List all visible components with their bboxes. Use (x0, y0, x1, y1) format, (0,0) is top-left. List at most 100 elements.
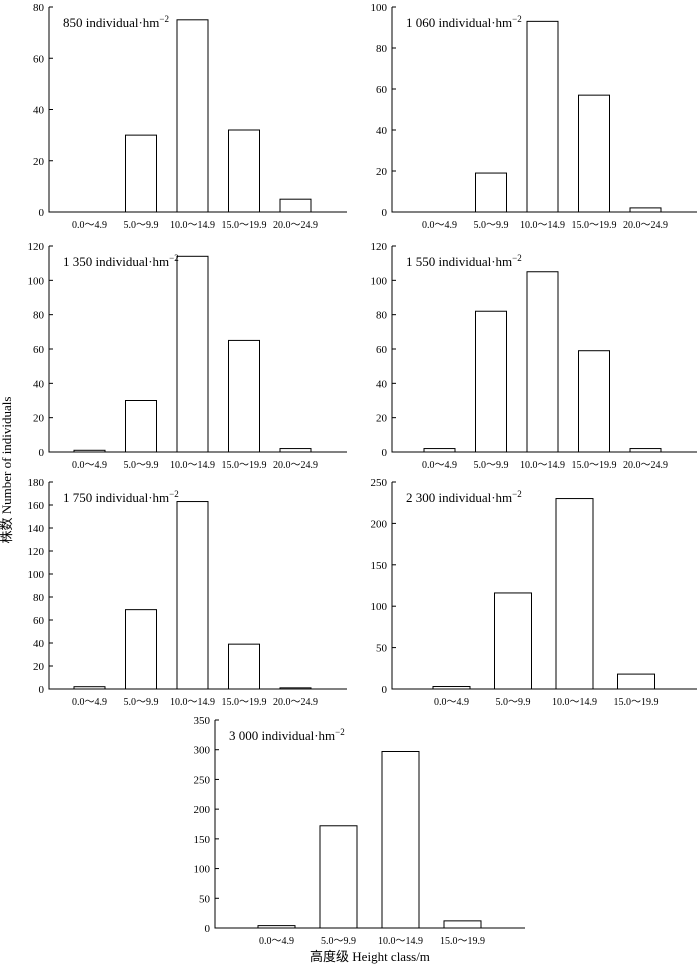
y-tick-label: 0 (382, 684, 388, 696)
y-tick-label: 250 (194, 774, 211, 786)
bar (443, 920, 482, 929)
y-tick-label: 40 (33, 105, 45, 117)
y-axis-title: 株数 Number of individuals (0, 397, 14, 544)
chart-panel-1: 0 20 40 60 80 0.0～4.9 5.0～9.9 10.0～14.9 15.0～19.… (33, 2, 347, 231)
panel-title-superscript: −2 (512, 253, 522, 263)
chart-panels: 0 20 40 60 80 0.0～4.9 5.0～9.9 10.0～14.9 15.0～19.… (28, 2, 697, 947)
bar (279, 198, 312, 213)
bar (73, 686, 106, 690)
y-tick-label: 160 (28, 500, 45, 512)
y-tick-label: 200 (371, 518, 388, 530)
bar (73, 449, 106, 453)
y-tick-label: 200 (194, 804, 211, 816)
y-tick-label: 120 (371, 241, 388, 253)
panel-title: 1 350 individual·hm−2 (63, 253, 179, 269)
chart-panel-7: 0 50 100 150 200 250 300 350 0.0～4.9 5.0～9.9 10.0～… (194, 715, 525, 947)
y-tick-label: 60 (33, 344, 45, 356)
y-tick-label: 150 (371, 560, 388, 572)
category-label: 10.0～14.9 (520, 460, 565, 471)
y-tick-label: 100 (28, 275, 45, 287)
bar (494, 592, 532, 690)
category-label: 15.0～19.9 (222, 460, 267, 471)
panel-title-superscript: −2 (512, 14, 522, 24)
panel-title-superscript: −2 (159, 14, 169, 24)
y-tick-label: 100 (194, 864, 211, 876)
y-tick-label: 300 (194, 745, 211, 757)
category-label: 0.0～4.9 (259, 936, 294, 947)
y-tick-label: 0 (39, 447, 45, 459)
bar (279, 448, 312, 453)
bar (475, 172, 507, 213)
y-tick-label: 100 (371, 275, 388, 287)
category-label: 10.0～14.9 (170, 697, 215, 708)
bar (228, 643, 260, 690)
category-label: 0.0～4.9 (72, 697, 107, 708)
bar (617, 673, 655, 690)
y-tick-label: 50 (199, 893, 211, 905)
category-label: 0.0～4.9 (72, 220, 107, 231)
y-tick-label: 50 (376, 643, 388, 655)
panel-title: 1 060 individual·hm−2 (406, 14, 522, 30)
y-tick-label: 140 (28, 523, 45, 535)
panel-title: 2 300 individual·hm−2 (406, 489, 522, 505)
y-tick-label: 350 (194, 715, 211, 727)
bar (279, 687, 312, 690)
category-label: 15.0～19.9 (572, 220, 617, 231)
bar (176, 255, 209, 453)
panel-title: 3 000 individual·hm−2 (229, 727, 345, 743)
bar (629, 207, 662, 213)
chart-panel-2: 0 20 40 60 80 100 0.0～4.9 5.0～9.9 10.0～14.9 15.0～… (371, 2, 697, 231)
y-tick-label: 40 (376, 378, 388, 390)
bar (176, 19, 209, 213)
chart-panel-6: 0 50 100 150 200 250 0.0～4.9 5.0～9.9 10.0～14.9 15… (371, 477, 697, 708)
category-label: 10.0～14.9 (170, 460, 215, 471)
y-tick-label: 80 (376, 310, 388, 322)
category-label: 20.0～24.9 (273, 460, 318, 471)
category-label: 5.0～9.9 (474, 460, 509, 471)
y-tick-label: 0 (39, 207, 45, 219)
panel-title-superscript: −2 (169, 489, 179, 499)
panel-title-superscript: −2 (335, 727, 345, 737)
y-tick-label: 100 (28, 569, 45, 581)
y-tick-label: 120 (28, 241, 45, 253)
bar (257, 925, 296, 929)
category-label: 10.0～14.9 (520, 220, 565, 231)
y-tick-label: 120 (28, 546, 45, 558)
y-tick-label: 40 (33, 638, 45, 650)
panel-title: 1 550 individual·hm−2 (406, 253, 522, 269)
bar (381, 750, 420, 929)
y-tick-label: 20 (376, 413, 388, 425)
axis-frame (391, 482, 697, 690)
bar (578, 94, 610, 213)
y-tick-label: 80 (33, 310, 45, 322)
bar (555, 498, 594, 690)
category-label: 20.0～24.9 (273, 220, 318, 231)
y-tick-label: 100 (371, 601, 388, 613)
chart-panel-3: 0 20 40 60 80 100 120 0.0～4.9 5.0～9.9 10.0～14.9 15… (28, 241, 347, 471)
y-tick-label: 60 (33, 615, 45, 627)
chart-panel-5: 0 20 40 60 80 100 120 140 160 180 0.0～4.9 5.0～9.9 10… (28, 477, 347, 708)
bar (475, 310, 507, 453)
y-tick-label: 60 (33, 53, 45, 65)
chart-panel-4: 0 20 40 60 80 100 120 0.0～4.9 5.0～9.9 10.0～14.9 15… (371, 241, 697, 471)
bar (125, 609, 157, 690)
category-label: 20.0～24.9 (273, 697, 318, 708)
y-tick-label: 0 (205, 923, 211, 935)
y-tick-label: 20 (33, 661, 45, 673)
axis-frame (214, 720, 525, 929)
category-label: 5.0～9.9 (496, 697, 531, 708)
y-tick-label: 0 (39, 684, 45, 696)
bar (526, 271, 559, 453)
bar (578, 350, 610, 453)
category-label: 5.0～9.9 (124, 697, 159, 708)
category-label: 10.0～14.9 (170, 220, 215, 231)
bar (629, 448, 662, 453)
y-tick-label: 180 (28, 477, 45, 489)
bar (526, 20, 559, 213)
category-label: 15.0～19.9 (572, 460, 617, 471)
bar (228, 339, 260, 453)
y-tick-label: 20 (33, 413, 45, 425)
category-label: 20.0～24.9 (623, 460, 668, 471)
category-label: 5.0～9.9 (474, 220, 509, 231)
